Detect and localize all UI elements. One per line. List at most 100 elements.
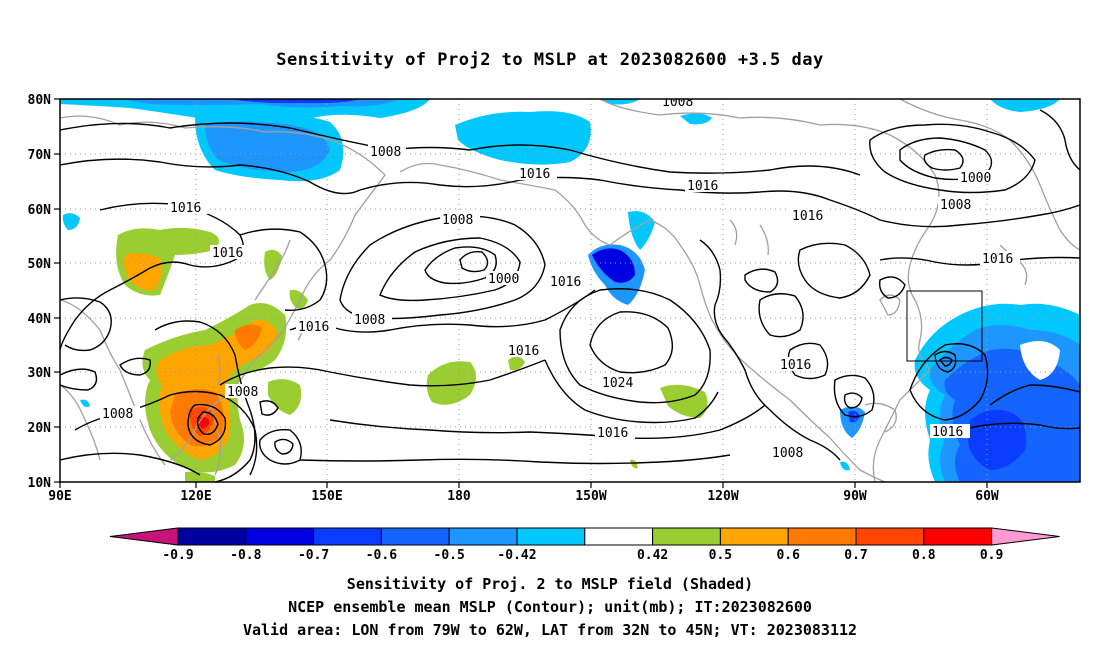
colorbar-label: -0.6 [366,548,397,563]
contour-label-bg [930,424,970,438]
colorbar-swatch [177,527,247,546]
contour-label-bg [517,166,557,180]
shade-blob [230,99,360,104]
lon-tick-label: 120W [707,489,738,504]
contour-label-bg [225,384,265,398]
contour-label-bg [938,197,978,211]
contour-label-bg [100,406,140,420]
contour-label: 1016 [519,167,550,182]
contour-label-bg [352,312,392,326]
contour-label-bg [440,212,480,226]
contour-label: 1016 [982,252,1013,267]
contour-label: 1016 [780,358,811,373]
contour-label: 1024 [602,376,633,391]
contour-label-bg [548,274,588,288]
contour-label: 1008 [442,213,473,228]
colorbar-label: -0.7 [298,548,329,563]
colorbar-label: 0.6 [776,548,800,563]
contour-label: 1008 [370,145,401,160]
lat-axis: 80N 70N 60N 50N 40N 30N 20N 10N [28,93,52,491]
contour-label: 1000 [488,272,519,287]
shade-blob [660,384,708,418]
caption-line-3: Valid area: LON from 79W to 62W, LAT fro… [242,621,858,639]
shade-blob [840,461,850,471]
lon-tick-label: 90E [48,489,71,504]
colorbar-label: 0.7 [844,548,867,563]
lat-tick-label: 30N [28,366,52,381]
lat-tick-label: 70N [28,148,52,163]
contour-label: 1016 [550,275,581,290]
colorbar-swatch [652,527,721,546]
colorbar-label: 0.42 [637,548,668,563]
shade-blob [62,213,80,230]
lat-tick-label: 80N [28,93,52,108]
valid-area-box [906,290,983,362]
map-title: Sensitivity of Proj2 to MSLP at 20230826… [276,50,824,70]
colorbar-low-extend [109,527,179,546]
contour-label: 1016 [932,425,963,440]
contour-label: 1008 [662,95,693,110]
colorbar-swatch [516,527,586,546]
contour-label-bg [595,425,635,439]
colorbar-swatch [245,527,315,546]
lat-tick-label: 20N [28,421,52,436]
positive-sensitivity-shading [116,227,708,482]
contour-label: 1016 [597,426,628,441]
shade-blob [968,409,1026,470]
colorbar-swatch [380,527,450,546]
shade-blob [630,459,638,469]
lon-tick-label: 60W [975,489,999,504]
lon-tick-label: 180 [447,489,471,504]
contour-label: 1016 [792,209,823,224]
shade-blob [426,361,476,405]
lon-axis: 90E 120E 150E 180 150W 120W 90W 60W [48,489,999,504]
tick-marks [54,98,988,488]
contour-label: 1000 [960,171,991,186]
contour-label-bg [770,445,810,459]
shade-blob [455,111,591,165]
lat-tick-label: 40N [28,312,52,327]
colorbar-swatch [584,527,654,546]
contour-label-bg [486,271,526,285]
shade-blob [80,399,90,408]
contour-labels: 1008 1008 1016 1016 1000 1008 1016 1016 … [100,95,1020,461]
contour-label: 1008 [354,313,385,328]
colorbar-label: -0.42 [497,548,536,563]
caption-line-1: Sensitivity of Proj. 2 to MSLP field (Sh… [346,575,754,593]
colorbar-swatch [313,527,382,546]
lon-tick-label: 150E [311,489,342,504]
shade-blob [1020,341,1060,380]
shade-blob [990,99,1060,112]
shade-blob [235,324,262,350]
colorbar-label: 0.5 [709,548,732,563]
colorbar-swatch [787,527,857,546]
colorbar-label: -0.8 [230,548,261,563]
shade-blob [289,289,308,309]
caption-line-2: NCEP ensemble mean MSLP (Contour); unit(… [288,598,812,616]
lon-tick-label: 150W [575,489,606,504]
contour-label: 1008 [102,407,133,422]
mslp-contours [60,109,1080,482]
contour-label-bg [506,343,546,357]
lat-tick-label: 50N [28,257,52,272]
contour-label-bg [600,375,640,389]
negative-sensitivity-shading [60,99,1080,482]
colorbar-high-extend [991,527,1060,546]
contour-label-bg [210,245,250,259]
lat-tick-label: 60N [28,203,52,218]
lon-tick-label: 90W [843,489,867,504]
contour-label: 1008 [940,198,971,213]
colorbar-swatch [855,527,925,546]
contour-label-bg [368,144,406,158]
contour-label-bg [168,200,208,214]
contour-label: 1016 [687,179,718,194]
shade-blob [205,121,330,172]
colorbar-label: 0.9 [980,548,1003,563]
contour-label: 1016 [170,201,201,216]
contour-label: 1016 [298,320,329,335]
contour-label: 1008 [772,446,803,461]
contour-label-bg [685,178,725,192]
contour-label-bg [296,319,336,333]
colorbar-label: -0.9 [162,548,193,563]
